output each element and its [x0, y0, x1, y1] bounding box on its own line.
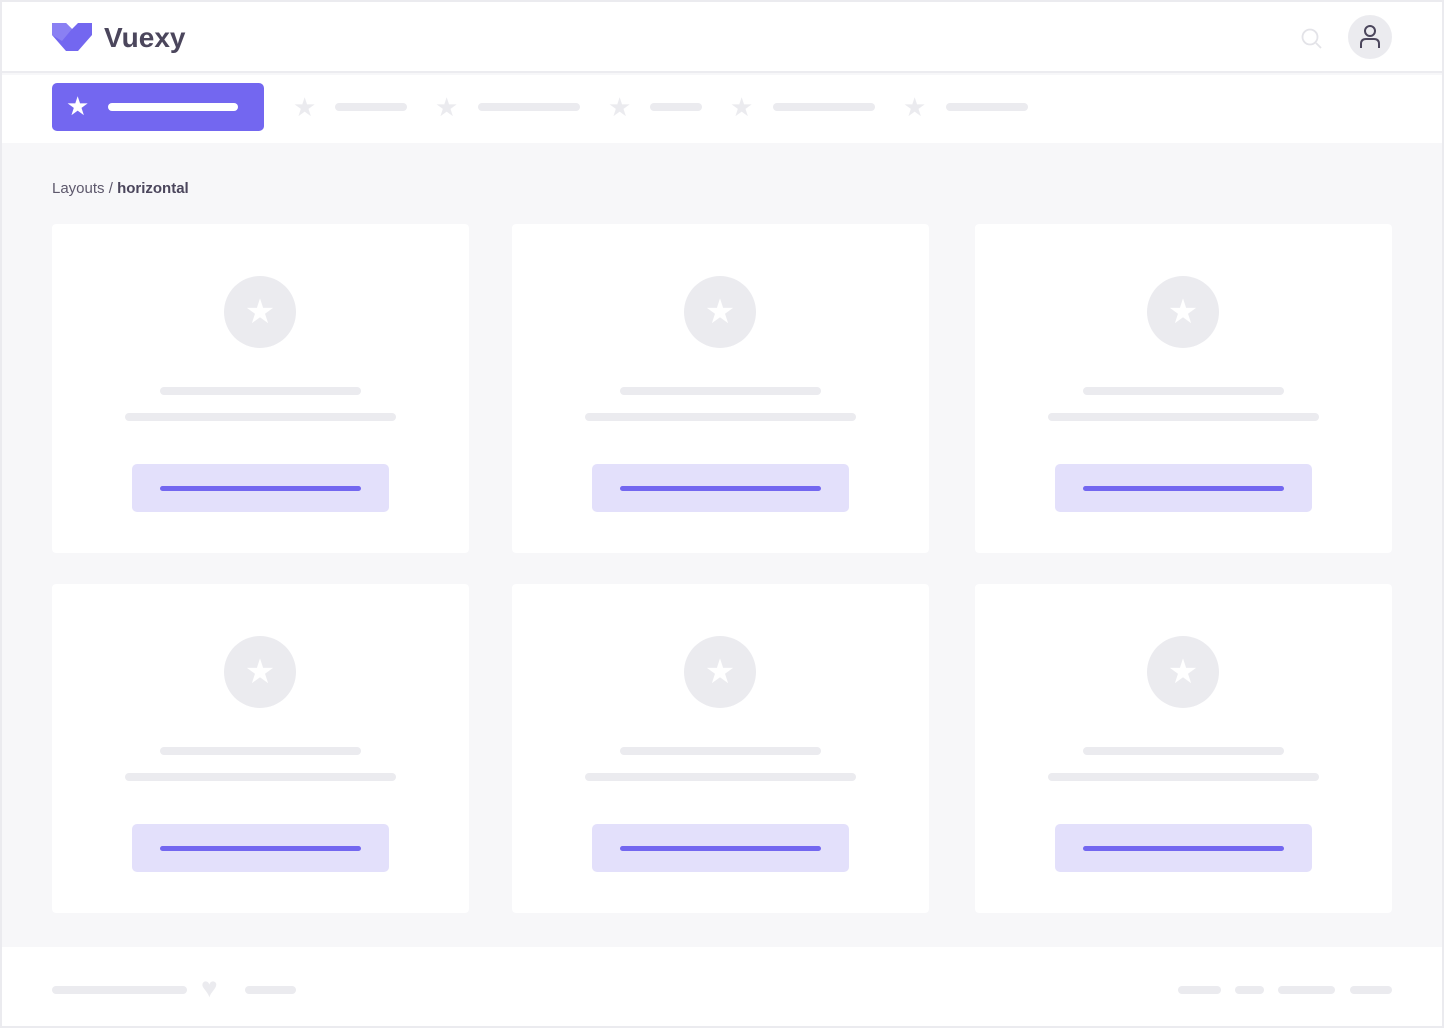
footer-link[interactable]	[1278, 986, 1335, 994]
footer: ♥	[2, 947, 1442, 1026]
breadcrumb: Layouts / horizontal	[52, 180, 189, 197]
user-avatar[interactable]	[1348, 15, 1392, 59]
card-text-placeholder	[125, 773, 396, 781]
card-text-placeholder	[585, 413, 856, 421]
card-title-placeholder	[160, 747, 361, 755]
card: ★	[52, 584, 469, 913]
card-title-placeholder	[620, 747, 821, 755]
star-icon: ★	[66, 91, 90, 121]
breadcrumb-parent[interactable]: Layouts	[52, 180, 105, 197]
star-icon: ★	[1147, 276, 1219, 348]
brand-logo-icon	[52, 23, 92, 51]
card-button[interactable]	[1055, 824, 1312, 872]
card-button[interactable]	[592, 464, 849, 512]
footer-link[interactable]	[1178, 986, 1221, 994]
footer-link[interactable]	[1235, 986, 1264, 994]
card: ★	[975, 224, 1392, 553]
horizontal-nav: ★ ★ ★ ★ ★ ★	[2, 75, 1442, 143]
star-icon: ★	[224, 636, 296, 708]
nav-label-placeholder	[773, 103, 875, 111]
card-button[interactable]	[592, 824, 849, 872]
card-button-label-placeholder	[1083, 486, 1284, 491]
card-button[interactable]	[132, 824, 389, 872]
star-icon: ★	[730, 92, 754, 122]
card: ★	[512, 584, 929, 913]
nav-label-placeholder	[650, 103, 702, 111]
star-icon: ★	[684, 636, 756, 708]
star-icon: ★	[224, 276, 296, 348]
card: ★	[975, 584, 1392, 913]
heart-icon: ♥	[201, 972, 218, 1003]
breadcrumb-separator: /	[104, 180, 118, 197]
breadcrumb-current: horizontal	[117, 180, 189, 197]
card-title-placeholder	[1083, 387, 1284, 395]
nav-label-placeholder	[478, 103, 580, 111]
star-icon: ★	[903, 92, 927, 122]
brand-name: Vuexy	[104, 22, 186, 53]
card-button[interactable]	[132, 464, 389, 512]
footer-link[interactable]	[1350, 986, 1392, 994]
footer-text-placeholder	[245, 986, 296, 994]
card: ★	[52, 224, 469, 553]
card-title-placeholder	[1083, 747, 1284, 755]
card-button-label-placeholder	[620, 486, 821, 491]
card-button-label-placeholder	[1083, 846, 1284, 851]
card-button-label-placeholder	[620, 846, 821, 851]
card-button[interactable]	[1055, 464, 1312, 512]
search-icon[interactable]	[1300, 27, 1324, 51]
card-text-placeholder	[1048, 413, 1319, 421]
star-icon: ★	[293, 92, 317, 122]
nav-label-placeholder	[335, 103, 407, 111]
star-icon: ★	[608, 92, 632, 122]
star-icon: ★	[435, 92, 459, 122]
footer-text-placeholder	[52, 986, 187, 994]
nav-item-active[interactable]: ★	[52, 83, 264, 131]
card-title-placeholder	[160, 387, 361, 395]
card-text-placeholder	[1048, 773, 1319, 781]
star-icon: ★	[684, 276, 756, 348]
card: ★	[512, 224, 929, 553]
star-icon: ★	[1147, 636, 1219, 708]
card-button-label-placeholder	[160, 486, 361, 491]
card-button-label-placeholder	[160, 846, 361, 851]
top-header: Vuexy	[2, 2, 1442, 73]
card-text-placeholder	[585, 773, 856, 781]
card-text-placeholder	[125, 413, 396, 421]
user-icon	[1360, 25, 1380, 48]
card-title-placeholder	[620, 387, 821, 395]
nav-label-placeholder	[108, 103, 238, 111]
nav-label-placeholder	[946, 103, 1028, 111]
